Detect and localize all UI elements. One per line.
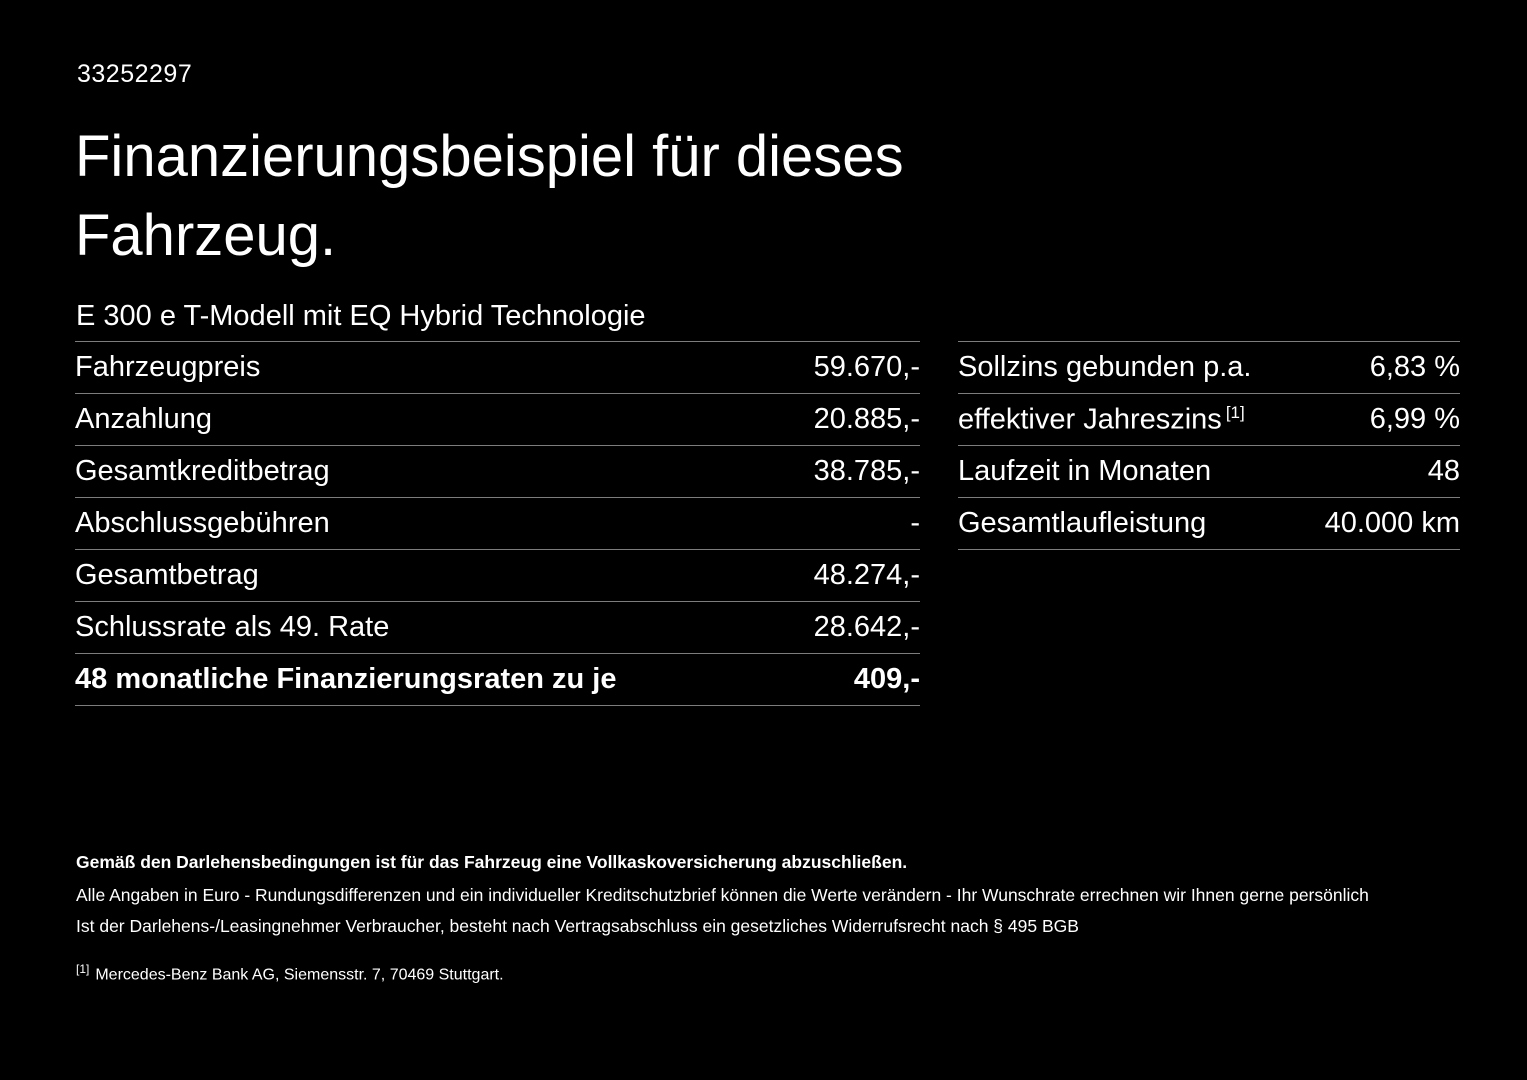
row-label: effektiver Jahreszins [1]	[958, 403, 1245, 437]
table-row-gesamtkreditbetrag: Gesamtkreditbetrag 38.785,-	[75, 446, 920, 498]
row-value: 409,-	[853, 663, 920, 695]
footnote-text: Mercedes-Benz Bank AG, Siemensstr. 7, 70…	[95, 966, 504, 984]
table-row-effektiver-jahreszins: effektiver Jahreszins [1] 6,99 %	[958, 394, 1460, 446]
row-value: 6,99 %	[1369, 403, 1460, 435]
row-value: -	[910, 507, 920, 539]
footnote-marker: [1]	[76, 962, 90, 976]
row-value: 59.670,-	[813, 351, 920, 383]
financing-table-right: Sollzins gebunden p.a. 6,83 % effektiver…	[958, 341, 1460, 550]
row-label: Abschlussgebühren	[75, 507, 330, 539]
row-value: 38.785,-	[813, 455, 920, 487]
row-value: 28.642,-	[813, 611, 920, 643]
table-row-sollzins: Sollzins gebunden p.a. 6,83 %	[958, 342, 1460, 394]
row-label: 48 monatliche Finanzierungsraten zu je	[75, 663, 617, 695]
table-row-fahrzeugpreis: Fahrzeugpreis 59.670,-	[75, 342, 920, 394]
insurance-note: Gemäß den Darlehensbedingungen ist für d…	[76, 852, 908, 872]
row-label: Gesamtkreditbetrag	[75, 455, 330, 487]
row-value: 6,83 %	[1369, 351, 1460, 383]
table-row-anzahlung: Anzahlung 20.885,-	[75, 394, 920, 446]
row-label: Gesamtlaufleistung	[958, 507, 1207, 539]
row-label: Anzahlung	[75, 403, 213, 435]
footnote-reference: [1]	[1225, 402, 1245, 422]
disclaimer-note-2: Ist der Darlehens-/Leasingnehmer Verbrau…	[76, 916, 1079, 936]
vehicle-model: E 300 e T-Modell mit EQ Hybrid Technolog…	[76, 300, 646, 332]
footer-notes: Gemäß den Darlehensbedingungen ist für d…	[76, 847, 1456, 990]
row-label: Gesamtbetrag	[75, 559, 259, 591]
footnote: [1] Mercedes-Benz Bank AG, Siemensstr. 7,…	[76, 954, 1456, 990]
financing-table-left: Fahrzeugpreis 59.670,- Anzahlung 20.885,…	[75, 341, 920, 706]
disclaimer-note-1: Alle Angaben in Euro - Rundungsdifferenz…	[76, 885, 1369, 905]
table-row-schlussrate: Schlussrate als 49. Rate 28.642,-	[75, 602, 920, 654]
row-label: Fahrzeugpreis	[75, 351, 261, 383]
table-row-monatsrate: 48 monatliche Finanzierungsraten zu je 4…	[75, 654, 920, 706]
row-value: 48	[1427, 455, 1460, 487]
table-row-abschlussgebuehren: Abschlussgebühren -	[75, 498, 920, 550]
table-row-gesamtlaufleistung: Gesamtlaufleistung 40.000 km	[958, 498, 1460, 550]
row-value: 20.885,-	[813, 403, 920, 435]
row-label-text: effektiver Jahreszins	[958, 403, 1222, 436]
row-value: 40.000 km	[1324, 507, 1460, 539]
row-value: 48.274,-	[813, 559, 920, 591]
row-label: Laufzeit in Monaten	[958, 455, 1212, 487]
row-label: Sollzins gebunden p.a.	[958, 351, 1252, 383]
table-row-laufzeit: Laufzeit in Monaten 48	[958, 446, 1460, 498]
row-label: Schlussrate als 49. Rate	[75, 611, 390, 643]
document-id: 33252297	[77, 60, 193, 88]
table-row-gesamtbetrag: Gesamtbetrag 48.274,-	[75, 550, 920, 602]
page-title: Finanzierungsbeispiel für dieses Fahrzeu…	[75, 124, 904, 268]
